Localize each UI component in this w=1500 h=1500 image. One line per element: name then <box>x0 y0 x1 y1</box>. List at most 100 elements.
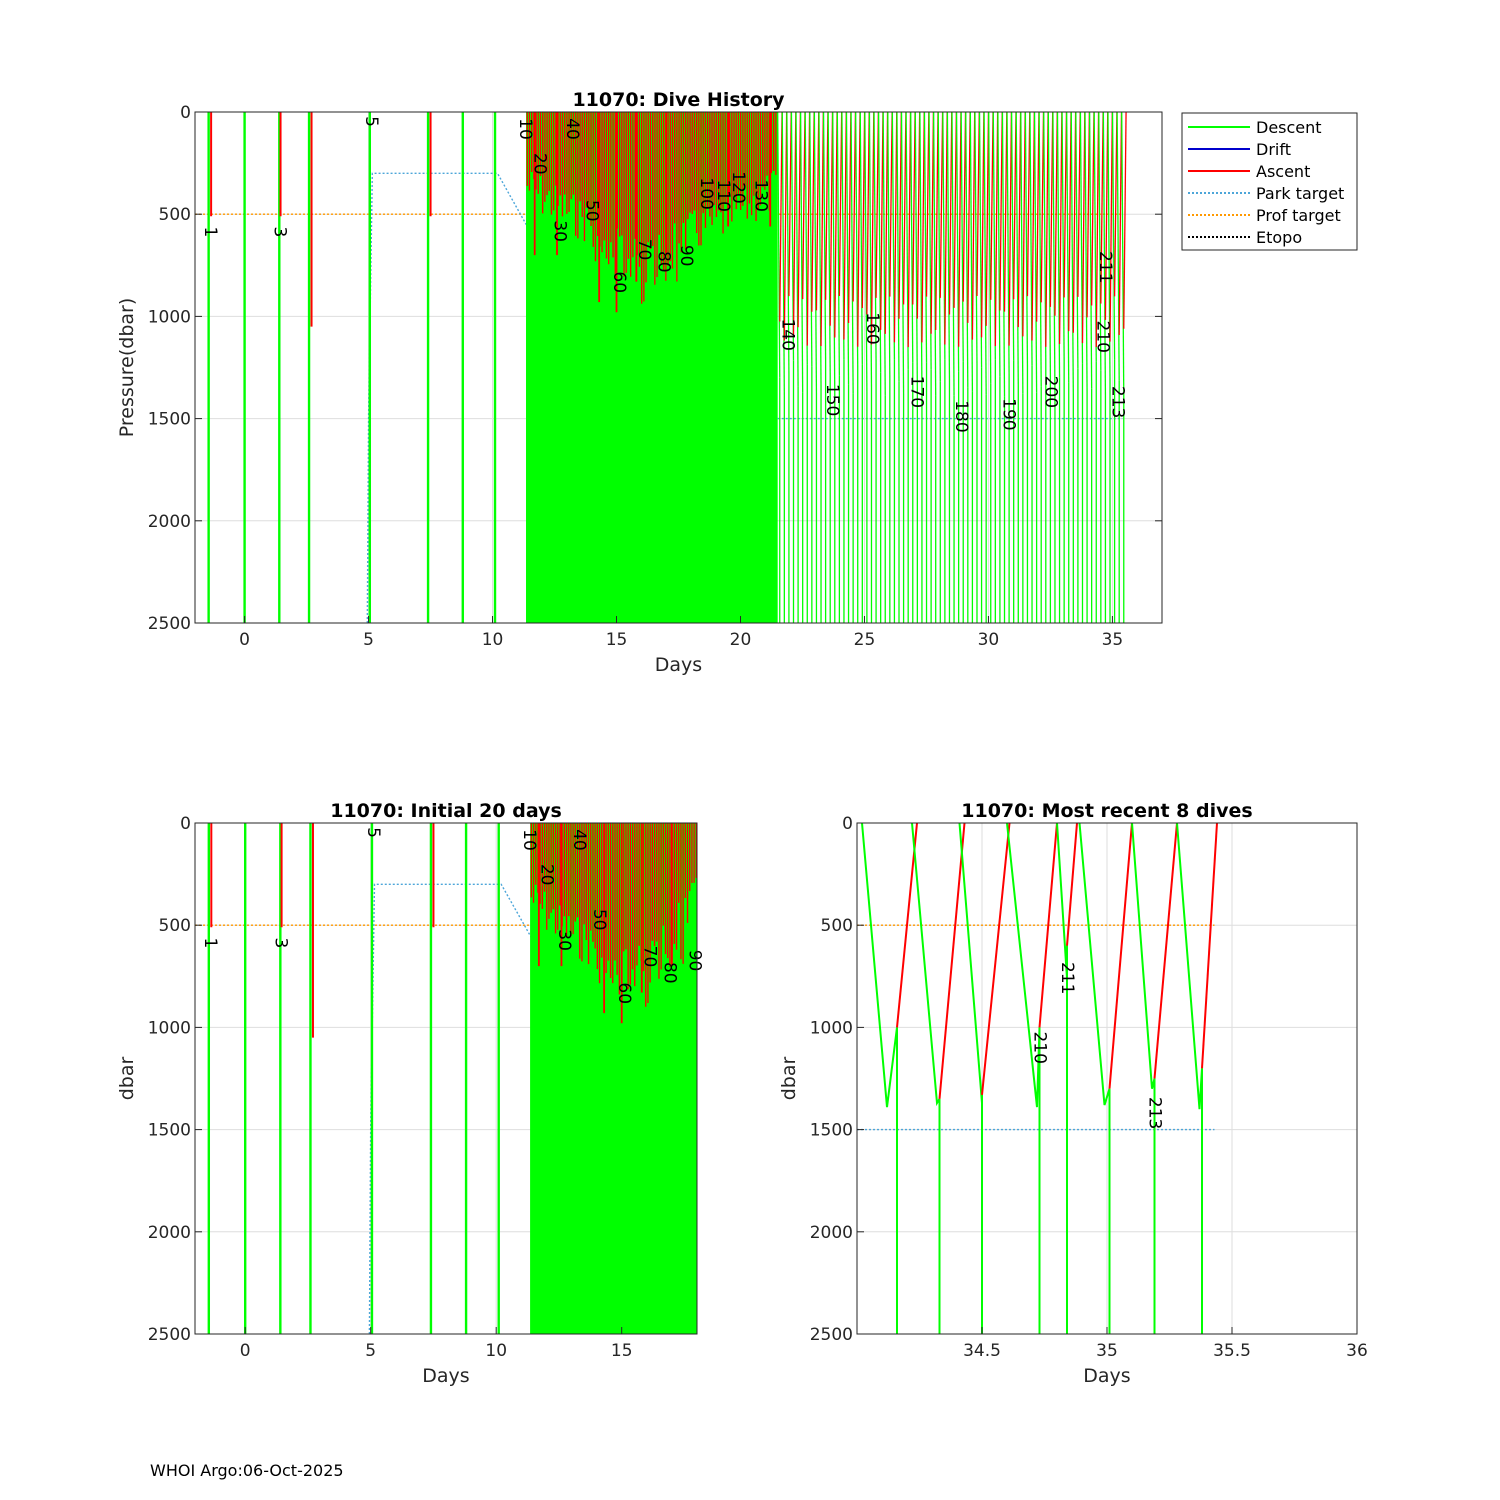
main-sparse-ascent-54 <box>1026 112 1031 297</box>
legend-box <box>1181 112 1358 251</box>
main-sparse-descent-32 <box>923 112 928 363</box>
legend-label-descent: Descent <box>1256 118 1322 137</box>
initial-dive-label-7: 50 <box>589 909 609 931</box>
main-sparse-ascent-37 <box>948 112 953 315</box>
main-sparse-descent-18 <box>859 112 863 365</box>
main-sparse-ascent-45 <box>985 112 990 326</box>
initial-title: 11070: Initial 20 days <box>330 800 562 822</box>
initial-xtick-label-2: 10 <box>485 1341 507 1361</box>
main-sparse-ascent-36 <box>944 112 948 345</box>
main-sparse-ascent-35 <box>939 112 944 298</box>
main-sparse-ascent-17 <box>857 112 861 347</box>
main-dive-label-11: 90 <box>676 245 696 267</box>
main-sparse-descent-56 <box>1033 112 1038 393</box>
main-sparse-ascent-31 <box>921 112 925 343</box>
initial-xtick-label-1: 5 <box>365 1341 376 1361</box>
main-dive-label-18: 160 <box>862 312 882 344</box>
main-sparse-descent-21 <box>873 112 877 361</box>
main-sparse-descent-38 <box>951 112 955 396</box>
main-sparse-ascent-74 <box>1118 112 1123 335</box>
main-sparse-ascent-27 <box>902 112 907 305</box>
main-sparse-ascent-34 <box>935 112 939 331</box>
initial-series <box>195 823 697 1334</box>
main-sparse-descent-71 <box>1102 112 1107 396</box>
main-sparse-descent-70 <box>1098 112 1102 371</box>
recent-dive-label-0: 210 <box>1030 1031 1050 1063</box>
main-sparse-ascent-56 <box>1035 112 1040 322</box>
main-dive-label-25: 213 <box>1107 386 1127 418</box>
main-dive-label-12: 100 <box>696 177 716 209</box>
main-sparse-ascent-69 <box>1095 112 1100 348</box>
recent-ascent-3 <box>1038 823 1058 1028</box>
main-sparse-descent-26 <box>896 112 900 382</box>
main-dive-label-17: 150 <box>822 384 842 416</box>
main-sparse-ascent-39 <box>957 112 962 347</box>
main-sparse-ascent-60 <box>1054 112 1058 316</box>
main-sparse-descent-11 <box>827 112 831 375</box>
recent-xtick-label-1: 35 <box>1096 1341 1118 1361</box>
main-sparse-ascent-38 <box>953 112 957 308</box>
main-sparse-descent-53 <box>1020 112 1024 394</box>
recent-xtick-label-2: 35.5 <box>1213 1341 1251 1361</box>
initial-dive-label-2: 5 <box>363 827 383 838</box>
main-sparse-descent-62 <box>1061 112 1065 360</box>
legend-label-prof: Prof target <box>1256 206 1341 225</box>
main-sparse-ascent-14 <box>843 112 847 340</box>
recent-ascent-6 <box>1153 823 1178 1079</box>
main-ytick-label-1: 500 <box>159 205 191 225</box>
main-sparse-ascent-65 <box>1077 112 1081 297</box>
initial-dive-label-8: 60 <box>614 982 634 1004</box>
initial-ytick-label-0: 0 <box>180 814 191 834</box>
main-sparse-ascent-58 <box>1045 112 1049 347</box>
legend: Descent Drift Ascent Park target Prof target… <box>1181 112 1358 251</box>
main-sparse-descent-16 <box>850 112 854 394</box>
main-sparse-descent-19 <box>864 112 868 392</box>
main-dive-label-20: 180 <box>951 400 971 432</box>
main-dive-label-8: 60 <box>609 271 629 293</box>
main-ytick-label-2: 1000 <box>148 307 191 327</box>
main-sparse-ascent-68 <box>1091 112 1095 306</box>
initial-ytick-label-3: 1500 <box>148 1121 191 1141</box>
initial-ytick-label-2: 1000 <box>148 1018 191 1038</box>
main-ytick-label-0: 0 <box>180 103 191 123</box>
main-sparse-ascent-25 <box>893 112 898 343</box>
main-sparse-ascent-67 <box>1086 112 1091 318</box>
initial-dive-label-3: 10 <box>519 829 539 851</box>
initial-dive-label-0: 1 <box>200 937 220 948</box>
main-sparse-descent-74 <box>1116 112 1120 381</box>
recent-ytick-label-1: 500 <box>821 916 853 936</box>
initial-dive-label-5: 30 <box>554 929 574 951</box>
main-dive-label-4: 20 <box>530 153 550 175</box>
main-sparse-descent-67 <box>1084 112 1088 391</box>
initial-xtick-label-0: 0 <box>240 1341 251 1361</box>
main-sparse-descent-68 <box>1088 112 1093 389</box>
main-sparse-descent-42 <box>969 112 974 392</box>
initial-ytick-label-4: 2000 <box>148 1223 191 1243</box>
main-sparse-descent-51 <box>1010 112 1015 361</box>
main-sparse-descent-8 <box>813 112 818 394</box>
main-sparse-ascent-46 <box>990 112 994 300</box>
initial-xtick-label-3: 15 <box>611 1341 633 1361</box>
initial-dive-label-4: 20 <box>536 864 556 886</box>
main-sparse-descent-40 <box>960 112 964 362</box>
main-series <box>195 112 1127 623</box>
main-sparse-ascent-70 <box>1100 112 1104 304</box>
main-sparse-ascent-9 <box>820 112 824 347</box>
recent-ytick-label-3: 1500 <box>810 1121 853 1141</box>
main-sparse-ascent-23 <box>884 112 889 334</box>
main-dive-label-5: 30 <box>549 220 569 242</box>
initial-dive-label-6: 40 <box>569 829 589 851</box>
main-sparse-ascent-6 <box>806 112 811 346</box>
recent-ascent-4 <box>1066 823 1078 946</box>
legend-label-park: Park target <box>1256 184 1344 203</box>
initial-ytick-label-5: 2500 <box>148 1325 191 1345</box>
recent-xtick-label-3: 36 <box>1346 1341 1368 1361</box>
recent-chart: 210 211 213 34.5 35 35.5 36 0 500 1000 1500 2000 250… <box>778 800 1368 1387</box>
recent-descent-0 <box>861 823 898 1108</box>
main-sparse-ascent-13 <box>838 112 843 297</box>
main-dive-label-15: 130 <box>750 179 770 211</box>
main-sparse-descent-60 <box>1052 112 1056 397</box>
main-sparse-descent-37 <box>946 112 951 379</box>
recent-dive-label-1: 211 <box>1057 962 1077 994</box>
